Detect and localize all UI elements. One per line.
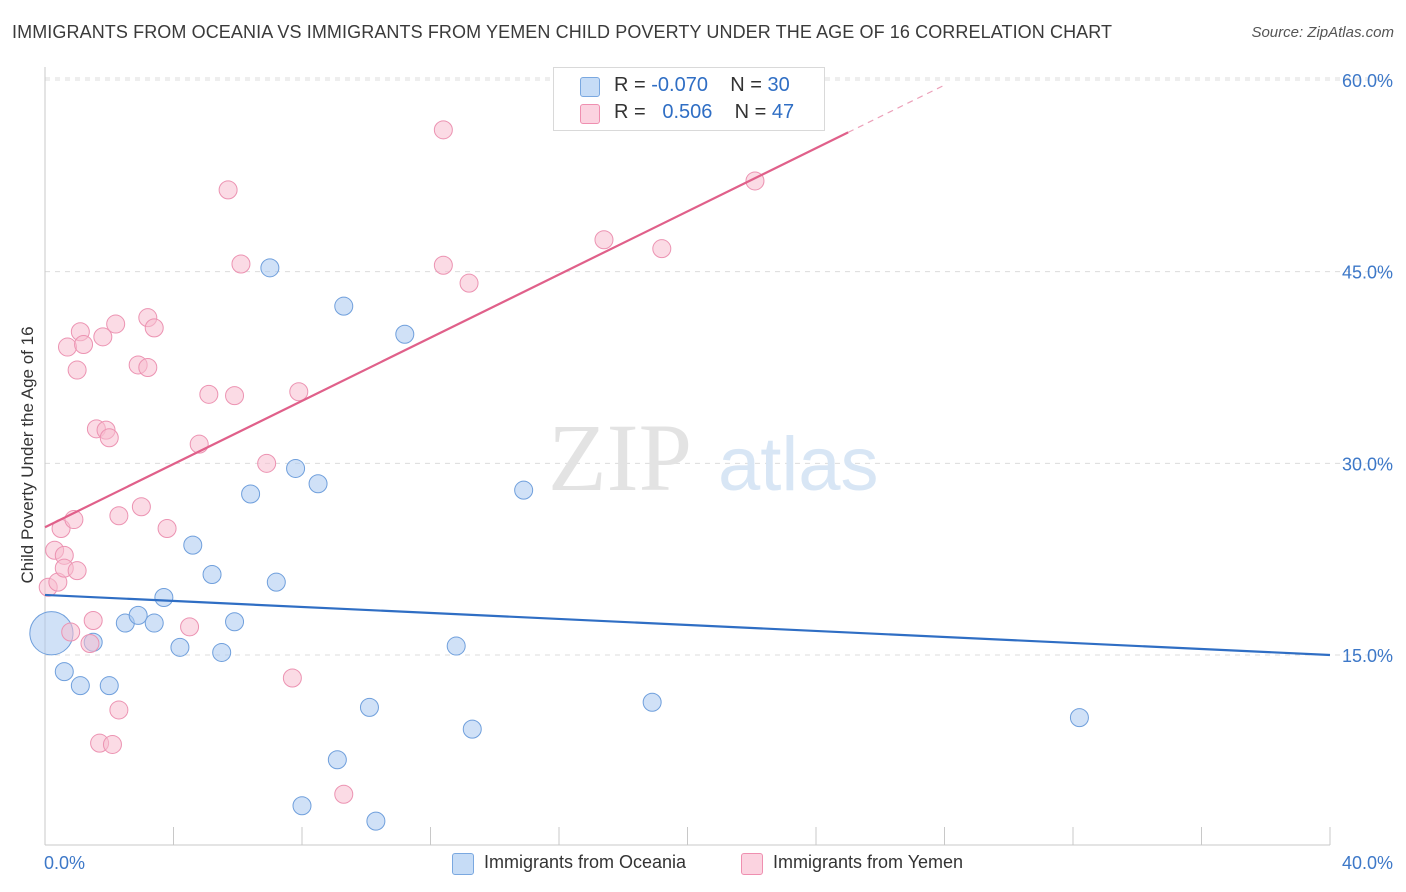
point-oceania <box>225 612 245 632</box>
axes <box>44 67 1331 846</box>
y-tick-label: 15.0% <box>1342 646 1393 666</box>
point-yemen <box>199 384 219 404</box>
point-yemen <box>83 611 103 630</box>
point-yemen <box>180 617 200 637</box>
point-oceania <box>395 324 415 344</box>
point-oceania <box>308 474 328 494</box>
tick-labels: 15.0% 30.0% 45.0% 60.0% 0.0% 40.0% <box>44 71 1393 873</box>
point-oceania <box>70 676 90 696</box>
point-oceania <box>462 719 482 739</box>
point-yemen <box>109 700 129 720</box>
trend-line-yemen-extension <box>847 84 945 133</box>
watermark-atlas: atlas <box>718 422 879 507</box>
point-yemen <box>225 386 245 406</box>
point-yemen <box>106 314 126 334</box>
point-oceania <box>366 811 386 831</box>
point-yemen <box>433 255 453 275</box>
stats-legend: R = -0.070 N = 30 R = 0.506 N = 47 <box>553 67 825 131</box>
point-yemen <box>80 634 100 653</box>
y-tick-label: 30.0% <box>1342 454 1393 474</box>
point-yemen <box>99 428 119 448</box>
legend-n-value: 47 <box>771 101 795 123</box>
point-oceania <box>266 572 286 592</box>
point-oceania <box>642 692 662 712</box>
watermark: ZIP atlas <box>548 404 879 511</box>
point-oceania <box>183 535 203 555</box>
point-yemen <box>144 318 164 338</box>
point-oceania <box>241 484 261 504</box>
legend-swatch-yemen <box>580 104 600 124</box>
point-yemen <box>433 120 453 140</box>
point-yemen <box>459 273 479 293</box>
point-yemen <box>131 497 151 517</box>
legend-r-value: 0.506 <box>662 101 713 123</box>
point-yemen <box>257 453 277 473</box>
trend-line-oceania <box>44 593 1331 657</box>
point-yemen <box>74 335 94 354</box>
source-credit: Source: ZipAtlas.com <box>1251 24 1394 41</box>
grid-lines <box>45 77 1392 656</box>
point-oceania <box>514 480 534 500</box>
point-yemen <box>61 622 81 642</box>
y-tick-label: 45.0% <box>1342 263 1393 283</box>
point-yemen <box>594 230 614 250</box>
point-yemen <box>93 327 113 347</box>
point-oceania <box>359 697 379 717</box>
trend-lines <box>44 84 1331 657</box>
data-points <box>29 120 1089 831</box>
point-oceania <box>446 636 466 656</box>
point-yemen <box>334 784 354 804</box>
legend-r-label: R = <box>614 74 646 96</box>
legend-r-value: -0.070 <box>651 74 708 96</box>
point-oceania <box>128 605 148 625</box>
point-yemen <box>652 239 672 259</box>
point-oceania <box>286 458 306 478</box>
point-yemen <box>157 519 177 538</box>
point-oceania <box>212 642 232 662</box>
point-yemen <box>231 254 251 274</box>
point-oceania <box>334 296 354 316</box>
x-tick-label: 40.0% <box>1342 853 1393 873</box>
point-oceania <box>170 637 190 657</box>
legend-n-value: 30 <box>767 74 790 96</box>
point-yemen <box>57 337 77 357</box>
x-tick-label: 0.0% <box>44 853 85 873</box>
legend-swatch-oceania <box>580 77 600 97</box>
point-oceania <box>54 662 74 682</box>
point-yemen <box>109 506 129 526</box>
point-oceania <box>1069 708 1089 728</box>
point-oceania <box>327 750 347 770</box>
point-yemen <box>282 668 302 688</box>
trend-line-yemen <box>44 131 849 529</box>
watermark-zip: ZIP <box>548 404 692 511</box>
point-oceania <box>260 258 280 278</box>
point-yemen <box>102 734 122 754</box>
point-oceania <box>202 565 222 584</box>
point-oceania <box>144 613 164 633</box>
series-label-oceania: Immigrants from Oceania <box>484 852 687 872</box>
legend-n-label: N = <box>734 101 767 123</box>
chart-title: IMMIGRANTS FROM OCEANIA VS IMMIGRANTS FR… <box>12 22 1113 42</box>
point-oceania <box>292 796 312 816</box>
point-oceania <box>99 676 119 696</box>
point-yemen <box>218 180 238 200</box>
series-swatch-yemen <box>741 853 763 875</box>
point-yemen <box>67 561 87 581</box>
point-yemen <box>138 358 158 377</box>
legend-r-label: R = <box>614 101 646 123</box>
point-yemen <box>67 360 87 380</box>
legend-n-label: N = <box>730 74 762 96</box>
y-tick-label: 60.0% <box>1342 71 1393 91</box>
series-swatch-oceania <box>452 853 474 875</box>
series-label-yemen: Immigrants from Yemen <box>773 852 964 872</box>
point-yemen <box>289 382 309 402</box>
point-oceania <box>154 588 174 607</box>
